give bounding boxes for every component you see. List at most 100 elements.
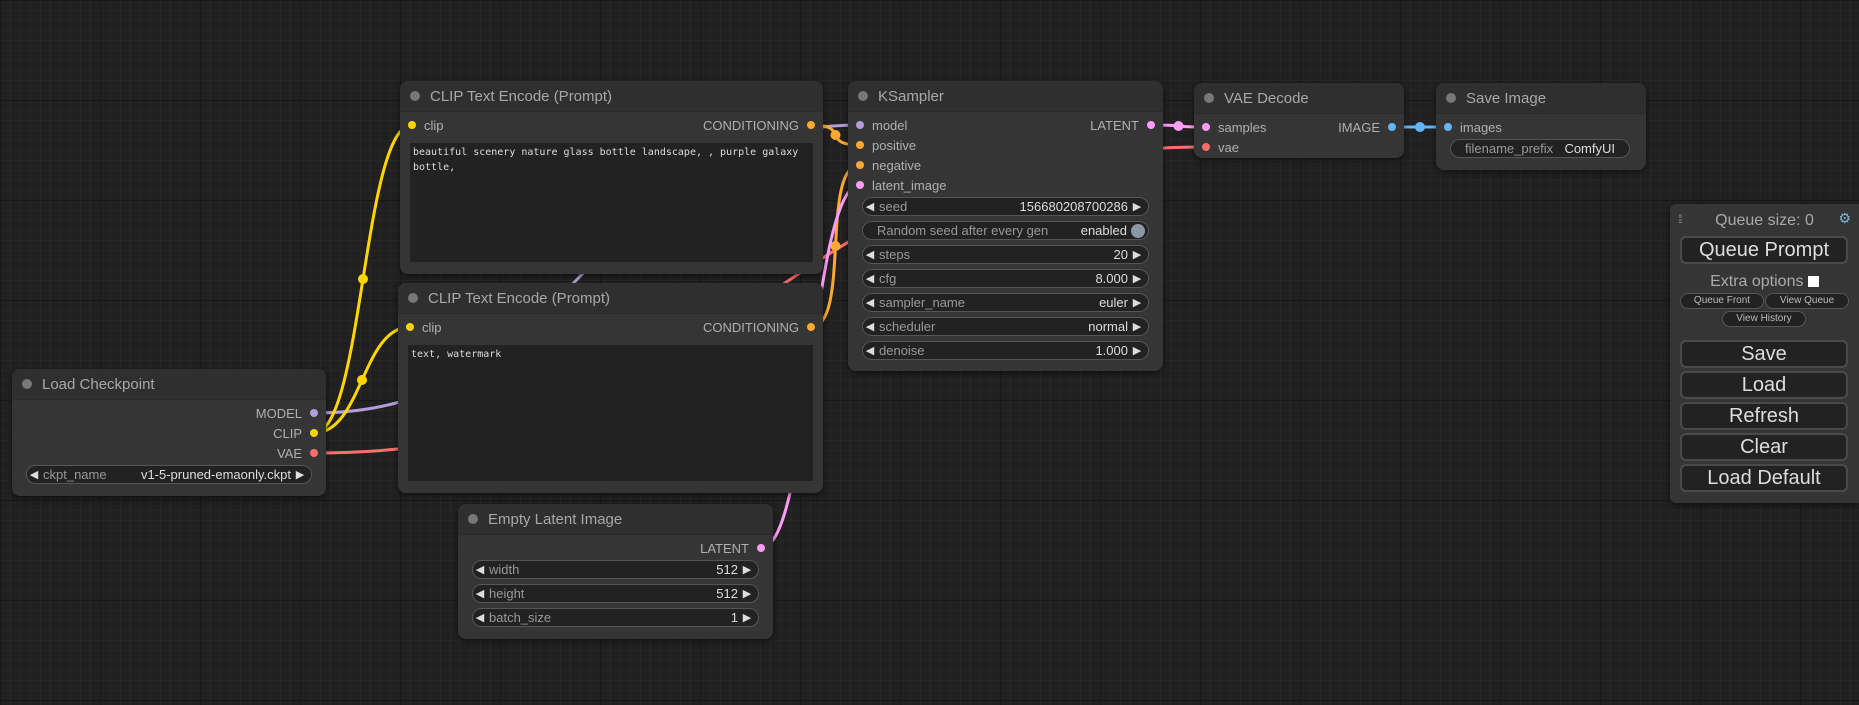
decrement-arrow-icon[interactable]: ◀ [865, 297, 875, 309]
output-socket-icon[interactable] [807, 323, 815, 331]
widget-width[interactable]: ◀ width 512 ▶ [472, 560, 759, 579]
increment-arrow-icon[interactable]: ▶ [742, 612, 752, 624]
prompt-textarea[interactable]: text, watermark [408, 345, 813, 481]
link-midpoint-handle[interactable] [358, 274, 368, 284]
decrement-arrow-icon[interactable]: ◀ [865, 273, 875, 285]
input-slot-model[interactable]: model [856, 115, 907, 135]
input-socket-icon[interactable] [408, 121, 416, 129]
output-socket-icon[interactable] [310, 429, 318, 437]
view-history-button[interactable]: View History [1722, 311, 1806, 327]
node-clip1[interactable]: CLIP Text Encode (Prompt) clip CONDITIONIN… [400, 81, 823, 274]
input-socket-icon[interactable] [856, 141, 864, 149]
decrement-arrow-icon[interactable]: ◀ [865, 249, 875, 261]
link-midpoint-handle[interactable] [1415, 122, 1425, 132]
node-collapse-dot[interactable] [858, 91, 868, 101]
toggle-knob-icon[interactable] [1131, 223, 1145, 238]
widget-sampler-name[interactable]: ◀ sampler_name euler ▶ [862, 293, 1149, 312]
decrement-arrow-icon[interactable]: ◀ [29, 469, 39, 481]
input-socket-icon[interactable] [1202, 143, 1210, 151]
increment-arrow-icon[interactable]: ▶ [1132, 249, 1142, 261]
node-collapse-dot[interactable] [408, 293, 418, 303]
node-title-bar[interactable]: VAE Decode [1194, 83, 1404, 114]
link-midpoint-handle[interactable] [357, 375, 367, 385]
input-socket-icon[interactable] [406, 323, 414, 331]
refresh-button[interactable]: Refresh [1680, 402, 1848, 430]
node-title-bar[interactable]: Save Image [1436, 83, 1646, 114]
node-title-bar[interactable]: Load Checkpoint [12, 369, 326, 400]
input-socket-icon[interactable] [856, 161, 864, 169]
node-ksampler[interactable]: KSampler model LATENT positive negative laten… [848, 81, 1163, 371]
node-title-bar[interactable]: KSampler [848, 81, 1163, 112]
widget-seed[interactable]: ◀ seed 156680208700286 ▶ [862, 197, 1149, 216]
input-slot-samples[interactable]: samples [1202, 117, 1266, 137]
input-slot-images[interactable]: images [1444, 117, 1502, 137]
node-title-bar[interactable]: CLIP Text Encode (Prompt) [400, 81, 823, 112]
widget-ckpt-name[interactable]: ◀ ckpt_name v1-5-pruned-emaonly.ckpt ▶ [26, 465, 312, 484]
node-collapse-dot[interactable] [1446, 93, 1456, 103]
settings-gear-icon[interactable]: ⚙ [1838, 210, 1851, 226]
queue-prompt-button[interactable]: Queue Prompt [1680, 236, 1848, 264]
link-midpoint-handle[interactable] [1173, 121, 1184, 131]
input-slot-positive[interactable]: positive [856, 135, 916, 155]
widget-filename-prefix[interactable]: filename_prefix ComfyUI [1450, 139, 1630, 158]
increment-arrow-icon[interactable]: ▶ [742, 564, 752, 576]
input-socket-icon[interactable] [1202, 123, 1210, 131]
prompt-textarea[interactable]: beautiful scenery nature glass bottle la… [410, 143, 813, 262]
output-slot-vae[interactable]: VAE [277, 443, 318, 463]
load-button[interactable]: Load [1680, 371, 1848, 399]
increment-arrow-icon[interactable]: ▶ [742, 588, 752, 600]
output-socket-icon[interactable] [310, 449, 318, 457]
increment-arrow-icon[interactable]: ▶ [1132, 201, 1142, 213]
decrement-arrow-icon[interactable]: ◀ [865, 321, 875, 333]
input-socket-icon[interactable] [856, 121, 864, 129]
widget-batch-size[interactable]: ◀ batch_size 1 ▶ [472, 608, 759, 627]
widget-denoise[interactable]: ◀ denoise 1.000 ▶ [862, 341, 1149, 360]
node-collapse-dot[interactable] [22, 379, 32, 389]
output-slot-model[interactable]: MODEL [256, 403, 318, 423]
widget-random-seed-after-every-gen[interactable]: Random seed after every gen enabled [862, 221, 1149, 240]
output-socket-icon[interactable] [807, 121, 815, 129]
widget-steps[interactable]: ◀ steps 20 ▶ [862, 245, 1149, 264]
output-slot-latent[interactable]: LATENT [700, 538, 765, 558]
input-slot-vae[interactable]: vae [1202, 137, 1239, 157]
node-collapse-dot[interactable] [468, 514, 478, 524]
node-vae[interactable]: VAE Decode samples IMAGE vae [1194, 83, 1404, 158]
increment-arrow-icon[interactable]: ▶ [1132, 297, 1142, 309]
output-socket-icon[interactable] [1147, 121, 1155, 129]
increment-arrow-icon[interactable]: ▶ [1132, 321, 1142, 333]
increment-arrow-icon[interactable]: ▶ [1132, 273, 1142, 285]
output-socket-icon[interactable] [757, 544, 765, 552]
view-queue-button[interactable]: View Queue [1765, 293, 1849, 309]
node-collapse-dot[interactable] [1204, 93, 1214, 103]
node-clip2[interactable]: CLIP Text Encode (Prompt) clip CONDITIONIN… [398, 283, 823, 493]
output-socket-icon[interactable] [310, 409, 318, 417]
input-slot-clip[interactable]: clip [406, 317, 442, 337]
output-socket-icon[interactable] [1388, 123, 1396, 131]
decrement-arrow-icon[interactable]: ◀ [865, 345, 875, 357]
decrement-arrow-icon[interactable]: ◀ [475, 564, 485, 576]
save-button[interactable]: Save [1680, 340, 1848, 368]
output-slot-latent[interactable]: LATENT [1090, 115, 1155, 135]
widget-height[interactable]: ◀ height 512 ▶ [472, 584, 759, 603]
extra-options-checkbox[interactable] [1807, 276, 1819, 287]
input-slot-clip[interactable]: clip [408, 115, 444, 135]
output-slot-conditioning[interactable]: CONDITIONING [703, 317, 815, 337]
node-title-bar[interactable]: Empty Latent Image [458, 504, 773, 535]
decrement-arrow-icon[interactable]: ◀ [865, 201, 875, 213]
link-midpoint-handle[interactable] [830, 130, 841, 140]
widget-scheduler[interactable]: ◀ scheduler normal ▶ [862, 317, 1149, 336]
input-slot-latent_image[interactable]: latent_image [856, 175, 946, 195]
node-collapse-dot[interactable] [410, 91, 420, 101]
increment-arrow-icon[interactable]: ▶ [295, 469, 305, 481]
load-default-button[interactable]: Load Default [1680, 464, 1848, 492]
input-slot-negative[interactable]: negative [856, 155, 921, 175]
node-title-bar[interactable]: CLIP Text Encode (Prompt) [398, 283, 823, 314]
queue-front-button[interactable]: Queue Front [1680, 293, 1764, 309]
node-save[interactable]: Save Image images filename_prefix ComfyUI [1436, 83, 1646, 170]
input-socket-icon[interactable] [1444, 123, 1452, 131]
output-slot-conditioning[interactable]: CONDITIONING [703, 115, 815, 135]
decrement-arrow-icon[interactable]: ◀ [475, 588, 485, 600]
widget-cfg[interactable]: ◀ cfg 8.000 ▶ [862, 269, 1149, 288]
decrement-arrow-icon[interactable]: ◀ [475, 612, 485, 624]
output-slot-image[interactable]: IMAGE [1338, 117, 1396, 137]
